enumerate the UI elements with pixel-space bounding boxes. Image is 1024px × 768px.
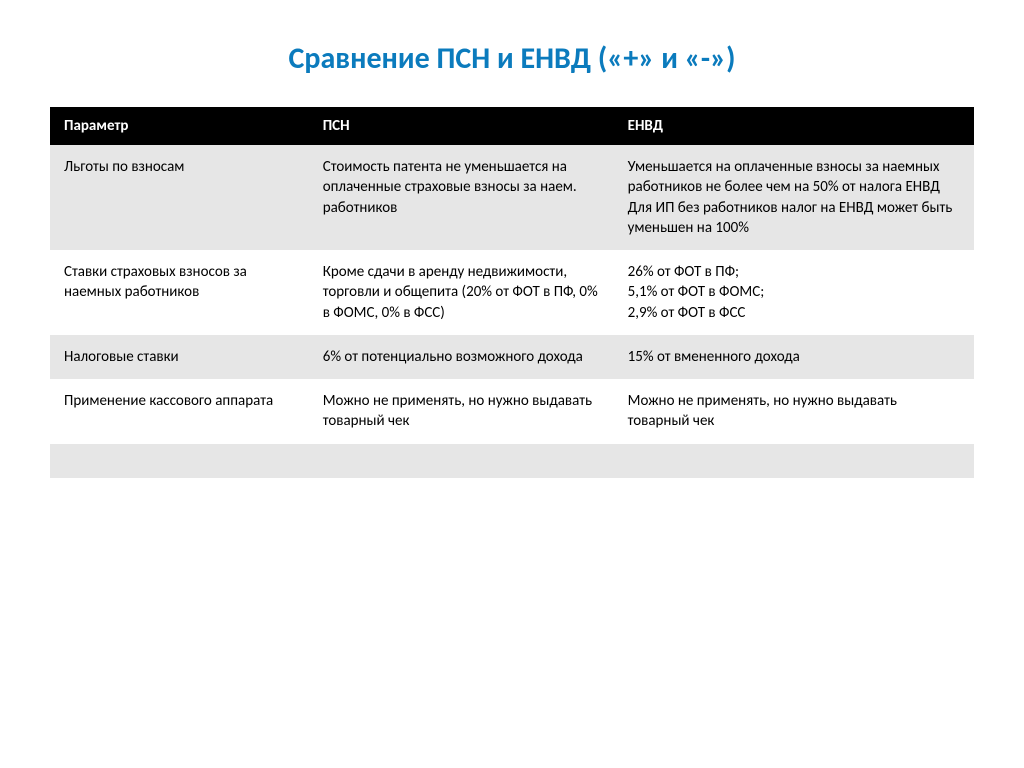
table-row [50,478,974,512]
table-cell [50,478,309,512]
table-cell [50,444,309,478]
table-header-row: Параметр ПСН ЕНВД [50,107,974,145]
table-cell: Можно не применять, но нужно выдавать то… [309,379,614,444]
table-cell: Применение кассового аппарата [50,379,309,444]
table-row: Налоговые ставки6% от потенциально возмо… [50,335,974,379]
table-row: Ставки страховых взносов за наемных рабо… [50,250,974,335]
comparison-table: Параметр ПСН ЕНВД Льготы по взносамСтоим… [50,107,974,512]
table-cell: 26% от ФОТ в ПФ;5,1% от ФОТ в ФОМС;2,9% … [614,250,974,335]
table-cell [614,444,974,478]
table-cell: Кроме сдачи в аренду недвижимости, торго… [309,250,614,335]
table-cell: Можно не применять, но нужно выдавать то… [614,379,974,444]
col-header-param: Параметр [50,107,309,145]
col-header-psn: ПСН [309,107,614,145]
table-cell: 6% от потенциально возможного дохода [309,335,614,379]
table-cell [309,478,614,512]
table-row: Льготы по взносамСтоимость патента не ум… [50,145,974,250]
table-cell: Ставки страховых взносов за наемных рабо… [50,250,309,335]
table-cell [614,478,974,512]
table-cell: Уменьшается на оплаченные взносы за наем… [614,145,974,250]
page-title: Сравнение ПСН и ЕНВД («+» и «-») [50,40,974,77]
table-row: Применение кассового аппаратаМожно не пр… [50,379,974,444]
table-cell: Налоговые ставки [50,335,309,379]
table-row [50,444,974,478]
table-cell: Льготы по взносам [50,145,309,250]
table-cell: Стоимость патента не уменьшается на опла… [309,145,614,250]
table-cell: 15% от вмененного дохода [614,335,974,379]
table-cell [309,444,614,478]
col-header-envd: ЕНВД [614,107,974,145]
